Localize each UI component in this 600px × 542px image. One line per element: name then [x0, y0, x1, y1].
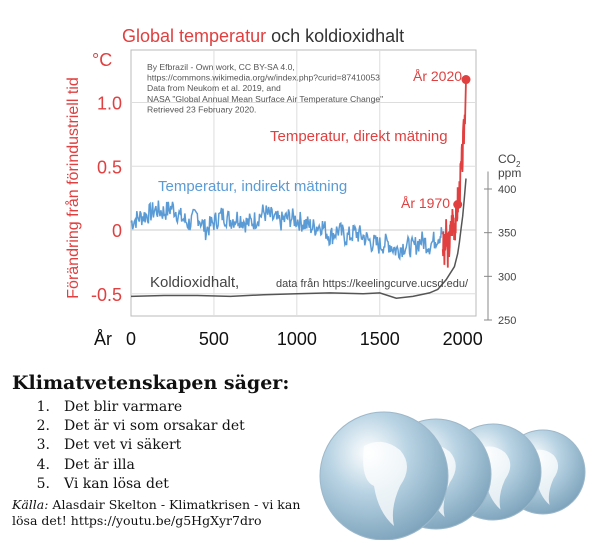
list-item: 5. Vi kan lösa det	[36, 475, 169, 492]
source-text: Alasdair Skelton - Klimatkrisen - vi kan…	[12, 497, 301, 528]
x-tick-label: 1500	[360, 329, 400, 349]
section-heading: Klimatvetenskapen säger:	[12, 372, 290, 394]
list-item: 3. Det vet vi säkert	[36, 437, 182, 454]
y2-unit-sub: 2	[516, 160, 521, 169]
list-item: 4. Det är illa	[36, 456, 135, 473]
y2-tick-label: 400	[498, 184, 516, 196]
x-tick-label: 0	[126, 329, 136, 349]
y-tick-label: 0.5	[97, 157, 122, 177]
y2-tick-label: 250	[498, 315, 516, 327]
temperature-co2-chart: Global temperatur och koldioxidhalt °C För…	[64, 26, 521, 349]
x-tick-label: 500	[199, 329, 229, 349]
y2-unit-bottom: ppm	[498, 166, 521, 180]
annotation-indirect-measurement: Temperatur, indirekt mätning	[158, 178, 347, 195]
y2-unit-top: CO	[498, 152, 516, 166]
y2-tick-label: 300	[498, 271, 516, 283]
credit-line: By Efbrazil - Own work, CC BY-SA 4.0,	[147, 62, 295, 72]
annotation-direct-measurement: Temperatur, direkt mätning	[270, 128, 448, 145]
year-marker	[453, 200, 463, 209]
credit-line: Data from Neukom et al. 2019, and	[147, 83, 281, 93]
y-tick-label: -0.5	[91, 285, 122, 305]
chart-title: Global temperatur och koldioxidhalt	[122, 26, 404, 46]
co2-series	[130, 178, 467, 299]
y2-tick-label: 350	[498, 228, 516, 240]
list-item: 2. Det är vi som orsakar det	[36, 418, 245, 435]
annotation-co2: Koldioxidhalt,	[150, 274, 239, 291]
chart-title-rest: och koldioxidhalt	[266, 26, 404, 46]
y-unit-label: °C	[92, 50, 112, 70]
credit-line: Retrieved 23 February 2020.	[147, 104, 256, 114]
chart-title-colored: Global temperatur	[122, 26, 266, 46]
y-tick-label: 0	[112, 221, 122, 241]
source-credit: Källa: Alasdair Skelton - Klimatkrisen -…	[12, 497, 312, 529]
x-tick-label: 1000	[277, 329, 317, 349]
x-axis-prefix: År	[94, 329, 112, 349]
source-label: Källa:	[12, 497, 49, 512]
plot-area	[130, 49, 477, 317]
warming-globes-illustration	[319, 411, 586, 540]
annotation-co2-source: data från https://keelingcurve.ucsd.edu/	[276, 278, 469, 290]
list-item: 1. Det blir varmare	[36, 399, 183, 415]
y-axis-label: Förändring från förindustriell tid	[64, 77, 82, 298]
annotation-year-1970: År 1970	[401, 195, 450, 211]
indirect-temperature-series	[130, 200, 444, 261]
globe-icon	[319, 411, 449, 540]
annotation-year-2020: År 2020	[413, 68, 462, 84]
direct-temperature-series	[441, 79, 467, 268]
y-tick-label: 1.0	[97, 94, 122, 114]
globe-icon	[319, 411, 586, 540]
credit-line: https://commons.wikimedia.org/w/index.ph…	[147, 73, 380, 83]
claims-list: 1. Det blir varmare 2. Det är vi som orsak…	[12, 398, 245, 494]
x-tick-label: 2000	[443, 329, 483, 349]
year-marker	[461, 75, 471, 85]
credit-line: NASA "Global Annual Mean Surface Air Tem…	[147, 94, 383, 104]
